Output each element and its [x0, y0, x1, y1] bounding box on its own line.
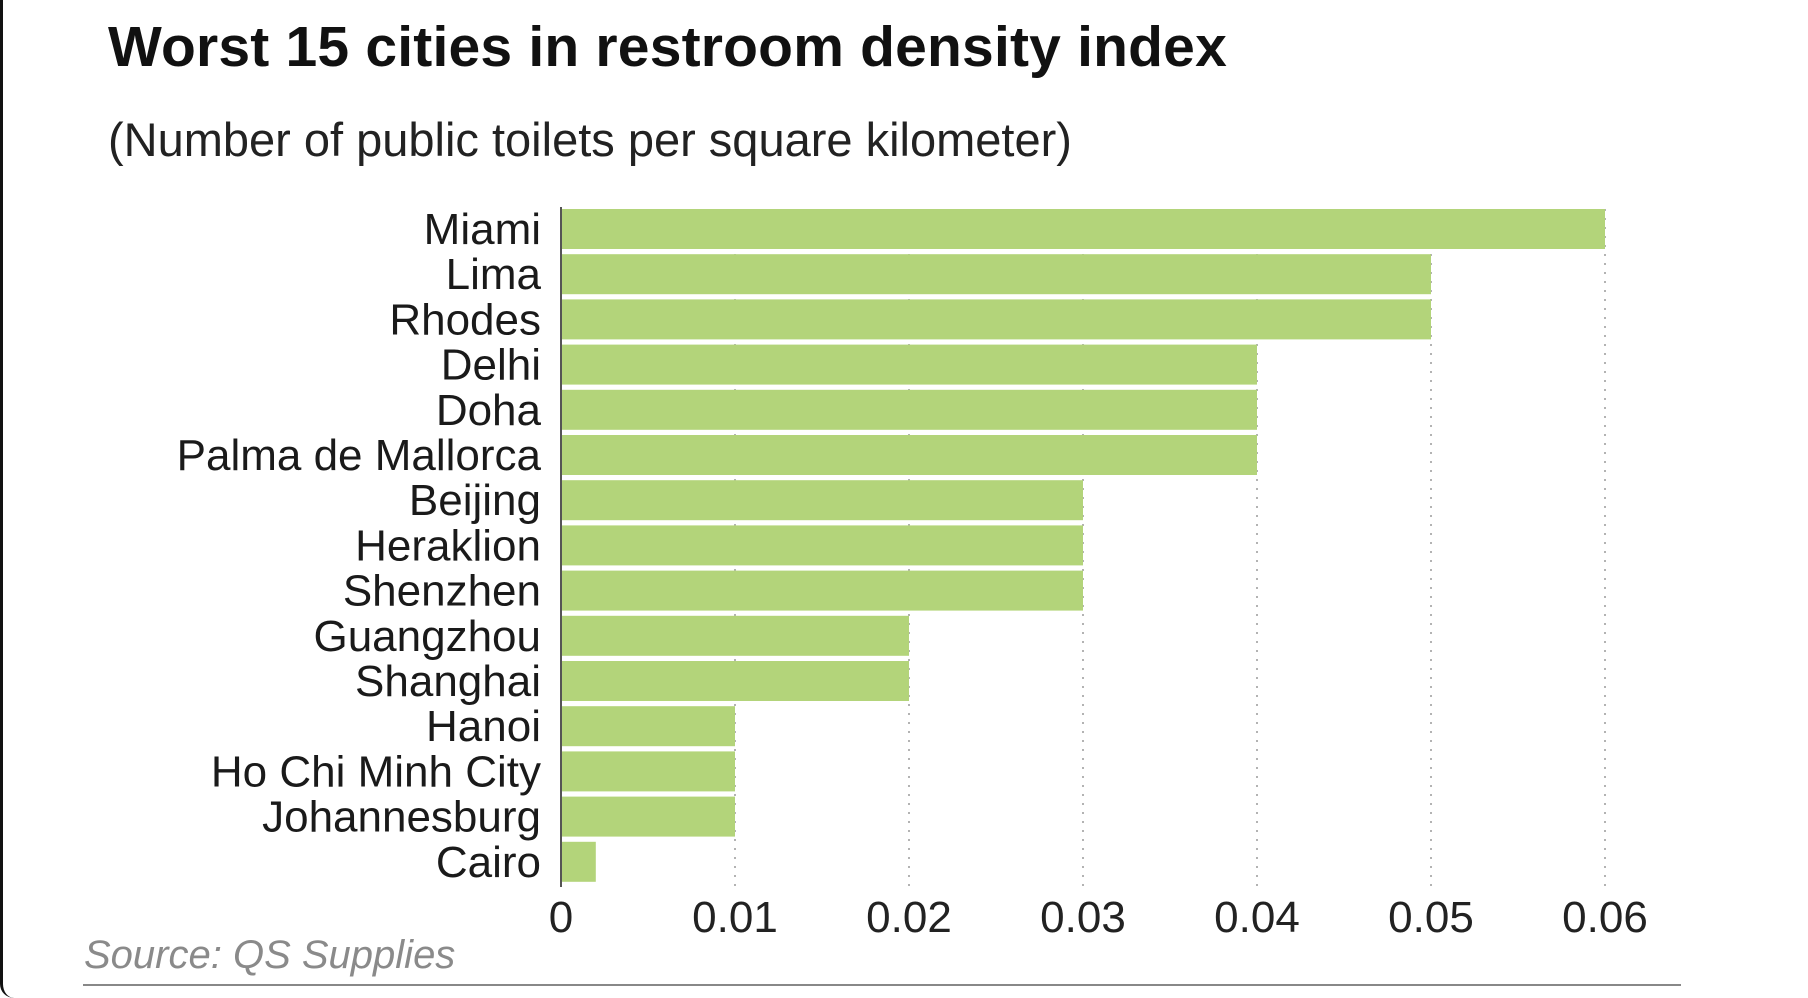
- category-label: Hanoi: [426, 702, 541, 751]
- bar: [561, 751, 735, 792]
- category-label: Rhodes: [389, 295, 541, 344]
- x-tick-label: 0.06: [1562, 893, 1648, 942]
- x-tick-label: 0.01: [692, 893, 778, 942]
- bar: [561, 570, 1083, 611]
- category-label: Delhi: [441, 341, 541, 390]
- category-label: Beijing: [409, 476, 541, 525]
- bar: [561, 615, 909, 656]
- bar: [561, 299, 1431, 340]
- x-tick-label: 0.05: [1388, 893, 1474, 942]
- bar: [561, 796, 735, 837]
- category-label: Heraklion: [355, 521, 541, 570]
- category-label: Ho Chi Minh City: [211, 747, 541, 796]
- x-tick-label: 0.02: [866, 893, 952, 942]
- bar: [561, 389, 1257, 430]
- bar: [561, 706, 735, 747]
- bar: [561, 661, 909, 701]
- category-label: Doha: [436, 386, 542, 435]
- x-tick-label: 0.03: [1040, 893, 1126, 942]
- x-tick-label: 0: [549, 893, 573, 942]
- category-label: Lima: [446, 250, 542, 299]
- chart-subtitle: (Number of public toilets per square kil…: [108, 113, 1072, 166]
- category-label: Palma de Mallorca: [177, 431, 542, 480]
- category-label: Guangzhou: [313, 612, 541, 661]
- bar: [561, 435, 1257, 475]
- bar: [561, 254, 1431, 295]
- category-label: Cairo: [436, 838, 541, 887]
- category-label: Johannesburg: [262, 793, 541, 842]
- chart-title: Worst 15 cities in restroom density inde…: [108, 15, 1227, 79]
- bar: [561, 525, 1083, 566]
- category-label: Shanghai: [355, 657, 541, 706]
- bar: [561, 209, 1605, 249]
- bar: [561, 841, 596, 882]
- source-note: Source: QS Supplies: [84, 933, 456, 977]
- bottom-rule: [83, 984, 1681, 986]
- bar: [561, 480, 1083, 521]
- category-label: Miami: [424, 205, 541, 254]
- x-tick-label: 0.04: [1214, 893, 1300, 942]
- category-label: Shenzhen: [343, 567, 541, 616]
- bar: [561, 344, 1257, 385]
